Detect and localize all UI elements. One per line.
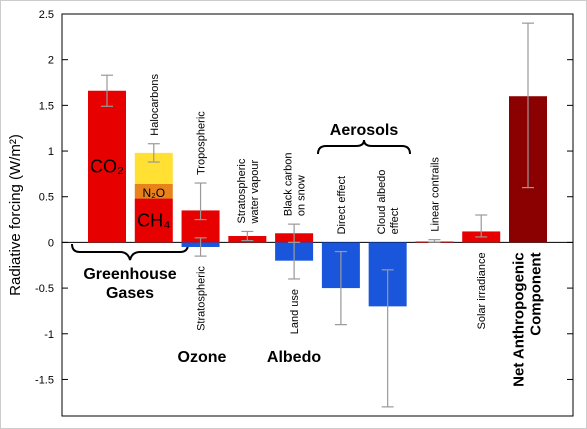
bar-label: Halocarbons (149, 73, 161, 135)
bar-label: effect (389, 208, 401, 235)
y-tick-label: -0.5 (35, 283, 54, 295)
y-tick-label: 1 (48, 146, 54, 158)
bar-label: Solar irradiance (476, 252, 488, 329)
group-label: Aerosols (330, 122, 399, 139)
bar-label: Stratospheric (196, 266, 208, 331)
group-label: Gases (106, 285, 154, 302)
bar-label: Direct effect (336, 176, 348, 235)
bar-label-group: Land use (289, 289, 301, 334)
bar-label-group: Direct effect (336, 176, 348, 235)
bar-label: Cloud albedo (376, 170, 388, 235)
brace (71, 243, 189, 261)
y-tick-label: 2.5 (39, 9, 54, 21)
bar-label: CO₂ (90, 157, 124, 177)
bar (88, 90, 126, 243)
bar-label-group: Stratospheric water vapour (236, 158, 261, 224)
bar-label-group: Cloud albedo effect (376, 170, 401, 235)
y-axis-label: Radiative forcing (W/m²) (7, 134, 24, 296)
y-tick-label: 0 (48, 237, 54, 249)
bar-label: Land use (289, 289, 301, 334)
group-label: Ozone (178, 349, 227, 366)
bar (134, 183, 173, 199)
bar-label-group: Solar irradiance (476, 252, 488, 329)
bar-label: water vapour (249, 160, 261, 225)
y-tick-label: 0.5 (39, 192, 54, 204)
bar-label-group: Linear contrails (429, 157, 441, 232)
bar-label: Tropospheric (196, 111, 208, 175)
y-tick-label: 1.5 (39, 100, 54, 112)
group-label: Greenhouse (83, 266, 176, 283)
bar-label-group: Stratospheric (196, 266, 208, 331)
bar-label: Linear contrails (429, 157, 441, 232)
bar-label: CH₄ (137, 210, 170, 230)
bar-label-group: Tropospheric (196, 111, 208, 175)
y-tick-label: -1.5 (35, 374, 54, 386)
bar-label: N₂O (142, 186, 165, 200)
bar-label: Black carbon (283, 153, 295, 217)
bar-label: on snow (296, 175, 308, 216)
brace (317, 139, 411, 155)
bar-label: Net Anthropogenic (511, 252, 528, 386)
y-tick-label: -1 (44, 329, 54, 341)
y-tick-label: 2 (48, 55, 54, 67)
bar-label-group: Black carbon on snow (283, 153, 308, 217)
bar-label: Stratospheric (236, 158, 248, 223)
bar-label-group: Halocarbons (149, 73, 161, 135)
bar-label: Component (528, 252, 545, 335)
bar (134, 198, 173, 243)
plot-frame (61, 13, 574, 417)
bar-label-group: Net Anthropogenic Component (511, 252, 545, 386)
group-label: Albedo (267, 349, 321, 366)
